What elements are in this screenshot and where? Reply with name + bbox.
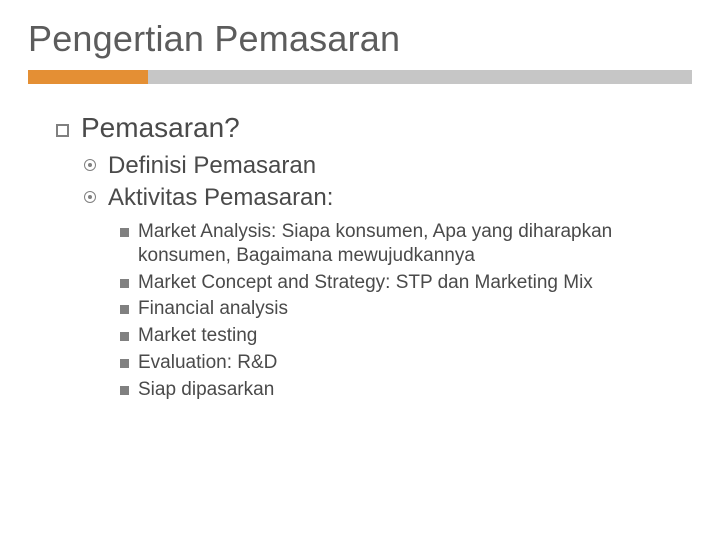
- square-bullet-icon: [120, 332, 129, 341]
- level3-list: Market Analysis: Siapa konsumen, Apa yan…: [120, 220, 692, 401]
- hollow-square-bullet-icon: [56, 124, 69, 137]
- level2-item: Aktivitas Pemasaran:: [84, 184, 692, 212]
- slide-title: Pengertian Pemasaran: [28, 18, 692, 60]
- accent-bar-grey: [148, 70, 692, 84]
- accent-bar-orange: [28, 70, 148, 84]
- level1-item: Pemasaran?: [56, 112, 692, 144]
- level3-text: Market Concept and Strategy: STP dan Mar…: [138, 271, 593, 295]
- level3-text: Financial analysis: [138, 297, 288, 321]
- level2-text: Aktivitas Pemasaran:: [108, 184, 333, 212]
- level1-list: Pemasaran?: [56, 112, 692, 144]
- level3-item: Evaluation: R&D: [120, 351, 692, 375]
- level3-item: Market Analysis: Siapa konsumen, Apa yan…: [120, 220, 692, 268]
- square-bullet-icon: [120, 228, 129, 237]
- square-bullet-icon: [120, 359, 129, 368]
- level2-item: Definisi Pemasaran: [84, 152, 692, 180]
- level2-list: Definisi Pemasaran Aktivitas Pemasaran:: [84, 152, 692, 212]
- level3-item: Market testing: [120, 324, 692, 348]
- level2-text: Definisi Pemasaran: [108, 152, 316, 180]
- square-bullet-icon: [120, 305, 129, 314]
- level1-text: Pemasaran?: [81, 112, 240, 144]
- accent-bar: [28, 70, 692, 84]
- level3-text: Siap dipasarkan: [138, 378, 274, 402]
- square-bullet-icon: [120, 386, 129, 395]
- level3-text: Market Analysis: Siapa konsumen, Apa yan…: [138, 220, 692, 268]
- level3-item: Siap dipasarkan: [120, 378, 692, 402]
- slide: Pengertian Pemasaran Pemasaran? Definisi…: [0, 0, 720, 540]
- level3-item: Market Concept and Strategy: STP dan Mar…: [120, 271, 692, 295]
- circle-dot-bullet-icon: [84, 191, 98, 205]
- level3-text: Evaluation: R&D: [138, 351, 277, 375]
- circle-dot-bullet-icon: [84, 159, 98, 173]
- level3-text: Market testing: [138, 324, 257, 348]
- level3-item: Financial analysis: [120, 297, 692, 321]
- square-bullet-icon: [120, 279, 129, 288]
